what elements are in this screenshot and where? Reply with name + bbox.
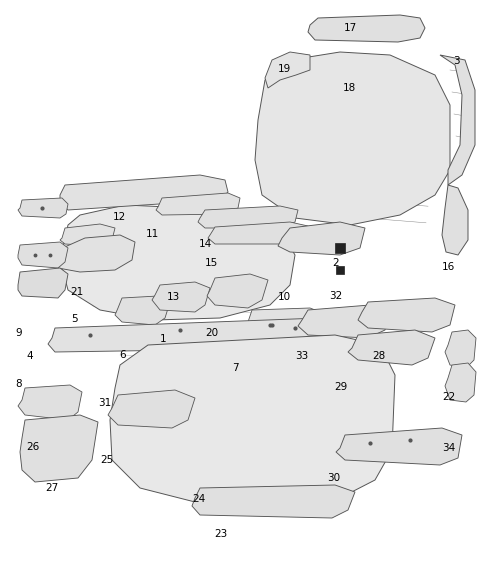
Text: 34: 34 <box>442 443 456 453</box>
Text: 27: 27 <box>45 482 59 493</box>
Text: 14: 14 <box>199 239 212 250</box>
Text: 21: 21 <box>70 287 84 297</box>
Text: 28: 28 <box>372 351 386 361</box>
Text: 9: 9 <box>15 328 22 338</box>
Polygon shape <box>440 55 475 185</box>
Polygon shape <box>55 235 135 272</box>
Text: 33: 33 <box>295 351 308 361</box>
Polygon shape <box>278 222 365 255</box>
Text: 10: 10 <box>277 292 291 302</box>
Bar <box>335 243 345 253</box>
Text: 29: 29 <box>334 382 348 392</box>
Polygon shape <box>18 268 68 298</box>
Text: 17: 17 <box>344 23 357 33</box>
Text: 24: 24 <box>192 494 206 505</box>
Text: 31: 31 <box>98 398 111 408</box>
Text: 6: 6 <box>119 350 126 360</box>
Text: 26: 26 <box>26 442 39 452</box>
Text: 25: 25 <box>100 455 113 465</box>
Polygon shape <box>298 305 390 338</box>
Text: 13: 13 <box>167 292 180 302</box>
Polygon shape <box>192 485 355 518</box>
Text: 15: 15 <box>204 258 218 268</box>
Polygon shape <box>207 274 268 308</box>
Polygon shape <box>358 298 455 332</box>
Text: 23: 23 <box>214 529 228 540</box>
Text: 32: 32 <box>329 290 343 301</box>
Polygon shape <box>18 242 68 268</box>
Text: 20: 20 <box>205 328 219 338</box>
Text: 7: 7 <box>232 363 239 373</box>
Polygon shape <box>265 52 310 88</box>
Bar <box>336 266 344 274</box>
Text: 1: 1 <box>160 333 167 344</box>
Polygon shape <box>348 330 435 365</box>
Polygon shape <box>48 318 340 352</box>
Text: 18: 18 <box>343 83 356 94</box>
Text: 8: 8 <box>15 379 22 389</box>
Polygon shape <box>442 185 468 255</box>
Polygon shape <box>20 415 98 482</box>
Polygon shape <box>255 52 450 225</box>
Polygon shape <box>110 335 395 502</box>
Polygon shape <box>445 363 476 402</box>
Text: 5: 5 <box>71 314 78 324</box>
Text: 2: 2 <box>333 258 339 268</box>
Polygon shape <box>245 308 328 342</box>
Polygon shape <box>156 193 240 215</box>
Polygon shape <box>152 282 210 312</box>
Polygon shape <box>336 428 462 465</box>
Polygon shape <box>308 15 425 42</box>
Text: 30: 30 <box>327 473 340 484</box>
Polygon shape <box>115 296 170 325</box>
Text: 19: 19 <box>277 63 291 74</box>
Text: 4: 4 <box>26 351 33 361</box>
Polygon shape <box>208 222 308 244</box>
Polygon shape <box>60 205 295 320</box>
Text: 11: 11 <box>146 229 159 239</box>
Text: 12: 12 <box>112 211 126 222</box>
Polygon shape <box>108 390 195 428</box>
Polygon shape <box>198 206 298 228</box>
Polygon shape <box>18 385 82 420</box>
Polygon shape <box>60 224 115 246</box>
Polygon shape <box>445 330 476 368</box>
Polygon shape <box>18 198 68 218</box>
Polygon shape <box>60 175 228 210</box>
Text: 16: 16 <box>442 261 456 272</box>
Text: 22: 22 <box>442 392 456 402</box>
Text: 3: 3 <box>453 56 459 66</box>
